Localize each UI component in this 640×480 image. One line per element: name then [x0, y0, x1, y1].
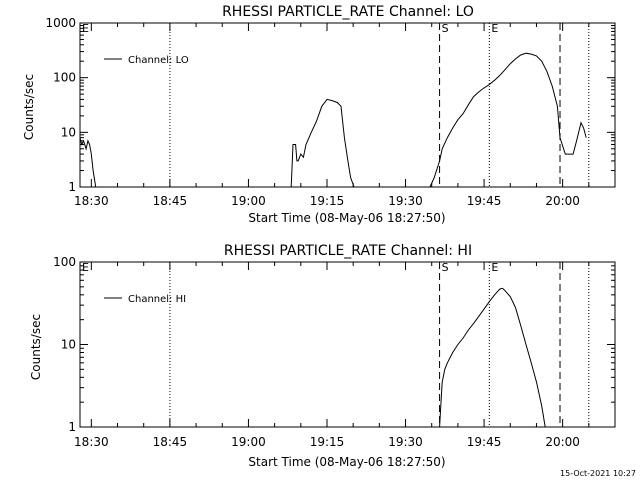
plot-frame	[79, 22, 616, 188]
y-tick-label: 100	[53, 255, 76, 269]
x-tick-label: 20:00	[545, 194, 580, 208]
x-axis-label: Start Time (08-May-06 18:27:50)	[248, 211, 445, 225]
chart-title: RHESSI PARTICLE_RATE Channel: LO	[222, 4, 474, 20]
y-tick-label: 10	[61, 338, 76, 352]
event-marker-label: E	[491, 261, 498, 274]
event-marker-label: S	[442, 261, 449, 274]
y-tick-label: 1000	[45, 16, 76, 30]
event-marker-label: E	[82, 22, 89, 35]
legend: Channel: HI	[104, 294, 186, 305]
x-axis-label: Start Time (08-May-06 18:27:50)	[248, 455, 445, 469]
x-tick-label: 19:00	[231, 194, 266, 208]
event-marker-label: E	[491, 22, 498, 35]
chart-hi: RHESSI PARTICLE_RATE Channel: HI Counts/…	[29, 243, 616, 469]
legend-label: Channel: LO	[128, 55, 189, 66]
chart-title: RHESSI PARTICLE_RATE Channel: HI	[224, 243, 472, 259]
x-tick-label: 20:00	[545, 435, 580, 449]
legend-label: Channel: HI	[128, 294, 186, 305]
event-marker-label: S	[442, 22, 449, 35]
series-line	[439, 287, 546, 428]
y-tick-label: 100	[53, 71, 76, 85]
y-axis-label: Counts/sec	[22, 74, 36, 140]
y-tick-label: 10	[61, 125, 76, 139]
x-tick-label: 18:45	[153, 194, 188, 208]
footer-timestamp: 15-Oct-2021 10:27	[560, 469, 636, 478]
x-tick-label: 19:00	[231, 435, 266, 449]
y-tick-label: 1	[68, 420, 76, 434]
x-tick-label: 18:45	[153, 435, 188, 449]
plot-frame	[79, 261, 616, 428]
x-tick-label: 19:30	[388, 435, 423, 449]
x-tick-label: 19:15	[310, 435, 345, 449]
y-axis-label: Counts/sec	[29, 314, 43, 380]
x-tick-label: 19:45	[467, 194, 502, 208]
event-marker-label: E	[82, 261, 89, 274]
series-line	[429, 52, 587, 188]
x-tick-label: 19:30	[388, 194, 423, 208]
legend: Channel: LO	[104, 55, 189, 66]
series-line	[290, 98, 355, 188]
x-tick-label: 19:15	[310, 194, 345, 208]
y-tick-label: 1	[68, 180, 76, 194]
x-tick-label: 18:30	[74, 435, 109, 449]
x-tick-label: 19:45	[467, 435, 502, 449]
chart-lo: RHESSI PARTICLE_RATE Channel: LO Counts/…	[22, 4, 616, 225]
x-tick-label: 18:30	[74, 194, 109, 208]
series-line	[79, 137, 97, 188]
